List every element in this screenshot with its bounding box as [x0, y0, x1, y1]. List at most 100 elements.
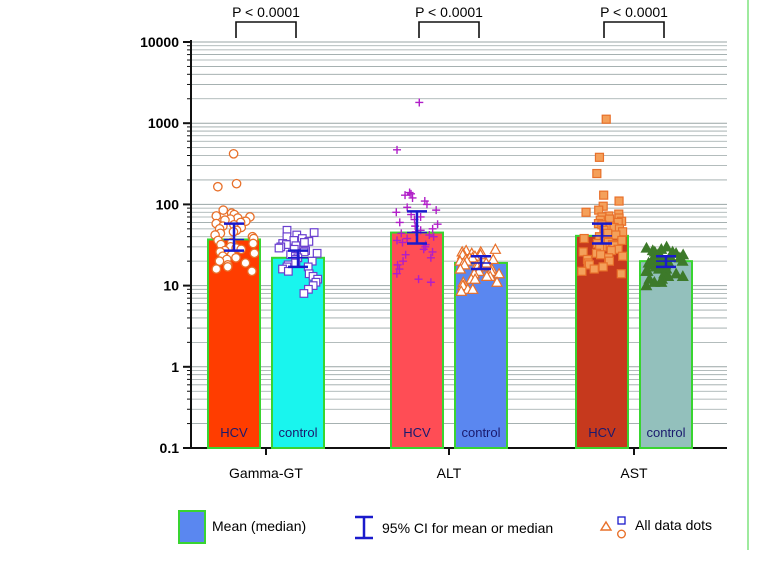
- data-point: [433, 220, 442, 229]
- ci-error-bar: [471, 254, 491, 271]
- data-point: [641, 265, 654, 276]
- significance-bracket: [418, 21, 480, 38]
- data-point: [426, 253, 435, 262]
- data-point: [579, 233, 589, 244]
- data-point: [640, 279, 653, 291]
- data-point: [455, 285, 468, 296]
- data-point: [596, 250, 606, 260]
- data-point: [594, 152, 605, 162]
- data-point: [578, 247, 588, 257]
- data-point: [429, 232, 438, 241]
- legend: Mean (median) 95% CI for mean or median Al…: [178, 510, 712, 544]
- data-point: [415, 98, 424, 107]
- data-point: [618, 251, 628, 261]
- p-value-label: P < 0.0001: [415, 4, 483, 20]
- legend-swatch-bar: [178, 510, 206, 544]
- data-point: [616, 269, 626, 279]
- data-point: [405, 188, 414, 197]
- data-point: [212, 181, 223, 192]
- bar-label: HCV: [220, 425, 248, 440]
- data-point: [211, 264, 222, 274]
- data-point: [397, 229, 406, 238]
- data-point: [611, 230, 621, 240]
- data-point: [408, 193, 417, 202]
- data-point: [401, 250, 410, 259]
- data-point: [274, 243, 284, 253]
- bar-label: HCV: [403, 425, 431, 440]
- data-point: [617, 235, 627, 246]
- data-point: [599, 190, 609, 200]
- data-point: [670, 267, 683, 279]
- data-point: [493, 267, 506, 279]
- data-point: [401, 191, 410, 200]
- data-point: [454, 262, 467, 274]
- data-point: [581, 207, 591, 217]
- data-point: [411, 227, 420, 236]
- data-point: [426, 278, 435, 287]
- data-point: [425, 230, 434, 239]
- data-point: [676, 270, 689, 281]
- data-point: [218, 205, 229, 215]
- data-point: [598, 262, 608, 272]
- bar: [639, 260, 693, 450]
- data-point: [480, 270, 493, 281]
- ci-error-bar: [288, 249, 308, 269]
- data-point: [466, 283, 479, 294]
- data-points: [577, 114, 628, 279]
- y-tick-label: 1000: [148, 115, 179, 131]
- data-point: [432, 206, 441, 215]
- y-tick-label: 10: [163, 278, 179, 294]
- data-points: [392, 98, 442, 287]
- bar-label: control: [646, 425, 685, 440]
- data-point: [395, 218, 404, 227]
- data-point: [648, 276, 661, 287]
- legend-label: All data dots: [635, 517, 712, 533]
- significance-bracket: [235, 21, 297, 38]
- legend-swatch-square: [617, 516, 626, 525]
- data-point: [398, 238, 407, 247]
- data-point: [231, 178, 242, 189]
- ci-error-bar: [407, 210, 427, 245]
- data-point: [283, 266, 293, 276]
- data-point: [393, 236, 402, 245]
- p-value-label: P < 0.0001: [600, 4, 668, 20]
- data-point: [300, 238, 309, 247]
- data-point: [403, 203, 412, 212]
- data-point: [214, 256, 225, 267]
- data-point: [589, 264, 599, 274]
- p-value-label: P < 0.0001: [232, 4, 300, 20]
- data-point: [222, 262, 233, 272]
- data-point: [240, 258, 251, 268]
- legend-label: Mean (median): [212, 518, 306, 534]
- legend-swatch-triangle: [599, 520, 613, 531]
- legend-swatch-circle: [617, 529, 627, 539]
- data-point: [640, 241, 653, 253]
- data-point: [312, 248, 322, 258]
- data-point: [469, 272, 482, 284]
- data-point: [592, 168, 602, 179]
- x-tick-label: ALT: [437, 465, 462, 481]
- data-point: [601, 114, 611, 124]
- data-point: [247, 266, 257, 277]
- data-point: [299, 247, 309, 257]
- data-point: [428, 247, 437, 256]
- data-point: [236, 244, 247, 255]
- data-point: [249, 248, 260, 259]
- data-point: [309, 228, 319, 237]
- data-point: [655, 276, 668, 287]
- x-tick-label: AST: [620, 465, 648, 481]
- group-gamma-gt: Gamma-GT HCV control P < 0.0001: [207, 4, 325, 481]
- data-point: [489, 243, 502, 254]
- data-point: [662, 270, 675, 281]
- data-point: [403, 234, 412, 243]
- y-tick-label: 0.1: [160, 440, 180, 456]
- data-point: [392, 208, 401, 217]
- data-point: [414, 275, 423, 284]
- group-ast: AST HCV control P < 0.0001: [575, 4, 693, 481]
- data-point: [604, 256, 615, 266]
- y-tick-label: 1: [171, 359, 179, 375]
- data-point: [676, 254, 689, 266]
- bar-label: HCV: [588, 425, 616, 440]
